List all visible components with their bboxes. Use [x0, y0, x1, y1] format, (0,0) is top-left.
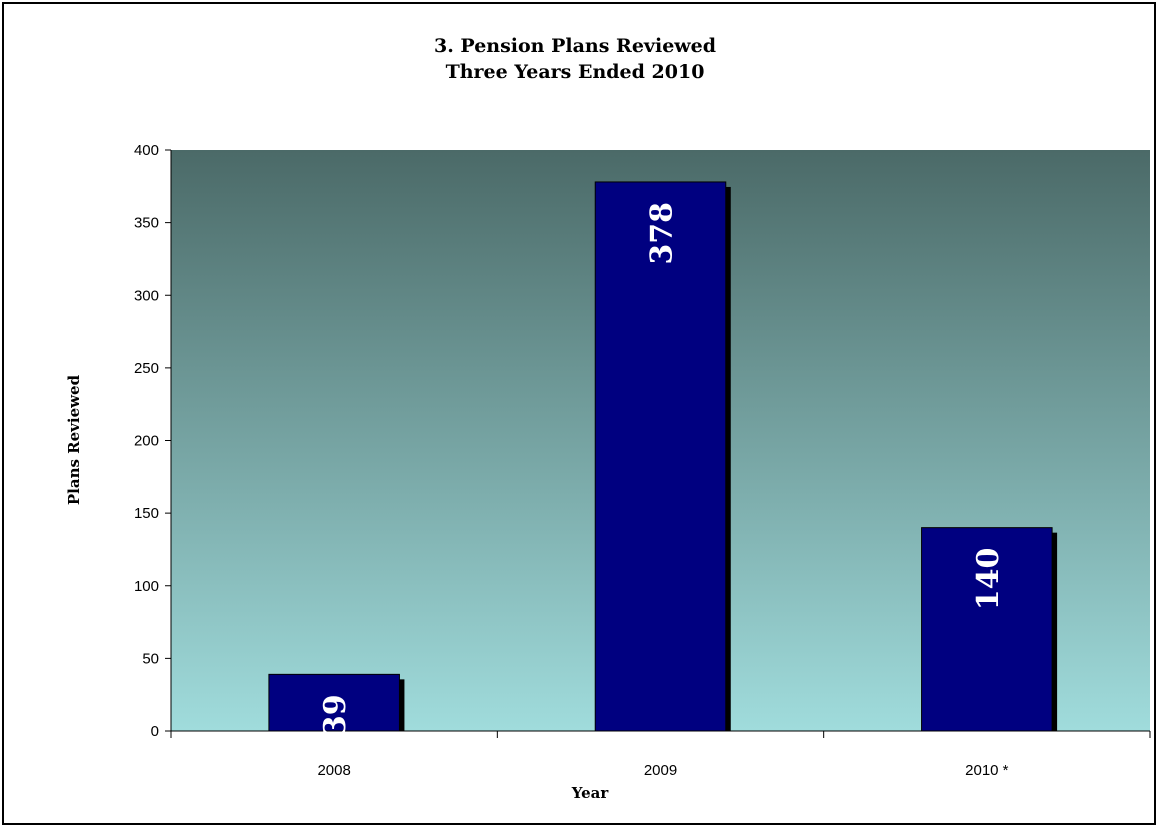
y-axis-title: Plans Reviewed — [65, 374, 83, 505]
y-tick-label: 350 — [134, 215, 159, 232]
x-tick-label: 2008 — [317, 762, 350, 779]
y-tick-label: 150 — [134, 505, 159, 522]
bar-value-label: 140 — [971, 548, 1006, 611]
bar — [594, 181, 727, 732]
x-tick-label: 2009 — [644, 762, 677, 779]
x-axis: 2008 2009 2010 * — [170, 730, 1151, 779]
y-tick-label: 250 — [134, 360, 159, 377]
bar — [921, 527, 1053, 732]
bars: 39 378 140 — [268, 181, 1058, 736]
y-tick-label: 0 — [151, 723, 159, 740]
y-tick-label: 50 — [142, 650, 159, 667]
y-tick-label: 200 — [134, 433, 159, 450]
bar — [268, 673, 400, 732]
y-tick-label: 400 — [134, 142, 159, 159]
bar-value-label: 39 — [318, 694, 353, 736]
x-axis-title: Year — [571, 784, 610, 802]
bar-value-label: 378 — [645, 202, 680, 265]
y-tick-label: 100 — [134, 578, 159, 595]
chart-title: 3. Pension Plans Reviewed — [434, 35, 716, 57]
chart-subtitle: Three Years Ended 2010 — [446, 61, 705, 83]
x-tick-label: 2010 * — [965, 762, 1009, 779]
y-tick-label: 300 — [134, 287, 159, 304]
y-axis: 0 50 100 150 200 250 300 350 400 — [134, 142, 172, 740]
